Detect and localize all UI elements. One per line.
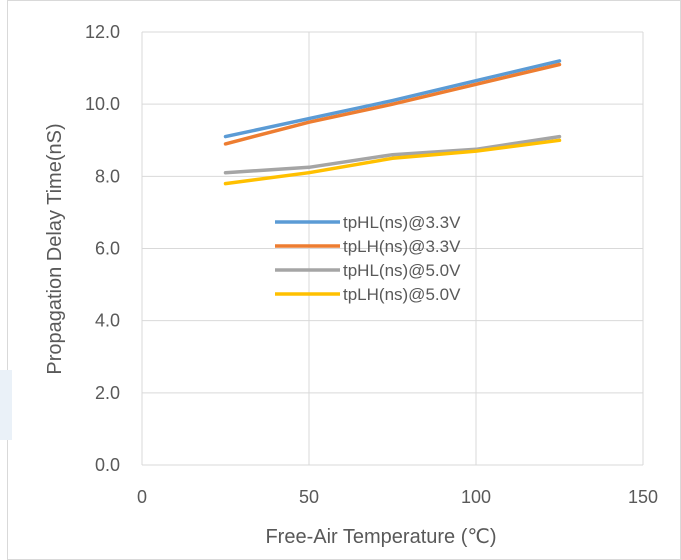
y-tick-label: 2.0 (95, 383, 120, 403)
y-tick-labels: 0.0 2.0 4.0 6.0 8.0 10.0 12.0 (85, 22, 120, 475)
left-edge-artifact (0, 370, 12, 440)
y-tick-label: 10.0 (85, 94, 120, 114)
series-line-3 (223, 138, 562, 186)
legend: tpHL(ns)@3.3V tpLH(ns)@3.3V tpHL(ns)@5.0V t… (275, 213, 461, 304)
y-tick-label: 0.0 (95, 455, 120, 475)
y-axis-label: Propagation Delay Time(nS) (44, 123, 66, 374)
x-tick-label: 0 (137, 487, 147, 507)
legend-label-0: tpHL(ns)@3.3V (343, 213, 461, 232)
series-line-0 (223, 59, 562, 139)
series-line-2 (223, 134, 562, 175)
x-tick-label: 100 (461, 487, 491, 507)
series-lines (223, 59, 562, 186)
x-tick-labels: 0 50 100 150 (137, 487, 658, 507)
y-tick-label: 4.0 (95, 311, 120, 331)
x-tick-label: 50 (299, 487, 319, 507)
y-tick-label: 8.0 (95, 166, 120, 186)
legend-label-1: tpLH(ns)@3.3V (343, 237, 461, 256)
x-tick-label: 150 (628, 487, 658, 507)
x-axis-label: Free-Air Temperature (℃) (265, 526, 496, 548)
chart-border (7, 0, 681, 560)
y-tick-label: 6.0 (95, 239, 120, 259)
series-line-1 (223, 62, 562, 146)
legend-label-2: tpHL(ns)@5.0V (343, 261, 461, 280)
y-tick-label: 12.0 (85, 22, 120, 42)
legend-label-3: tpLH(ns)@5.0V (343, 285, 461, 304)
